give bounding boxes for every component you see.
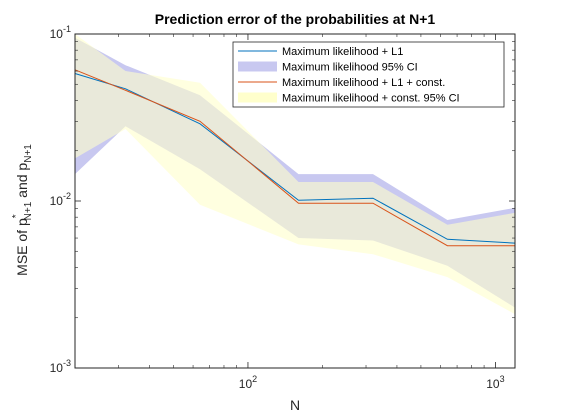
legend-band-swatch bbox=[238, 62, 277, 72]
chart-title: Prediction error of the probabilities at… bbox=[155, 11, 436, 27]
y-tick-label: 10-1 bbox=[50, 24, 71, 41]
y-axis-label: MSE of p*N+1 and pN+1 bbox=[11, 144, 34, 276]
x-axis-label: N bbox=[290, 397, 300, 413]
legend-label: Maximum likelihood + const. 95% CI bbox=[282, 93, 460, 105]
legend-label: Maximum likelihood 95% CI bbox=[282, 62, 418, 74]
legend-label: Maximum likelihood + L1 bbox=[282, 46, 403, 58]
x-tick-label: 103 bbox=[486, 374, 504, 391]
legend-band-swatch bbox=[238, 93, 277, 103]
legend-label: Maximum likelihood + L1 + const. bbox=[282, 77, 445, 89]
x-tick-label: 102 bbox=[239, 374, 257, 391]
legend: Maximum likelihood + L1 Maximum likelihoo… bbox=[233, 42, 504, 107]
y-tick-label: 10-2 bbox=[50, 191, 71, 208]
y-tick-label: 10-3 bbox=[50, 358, 71, 375]
